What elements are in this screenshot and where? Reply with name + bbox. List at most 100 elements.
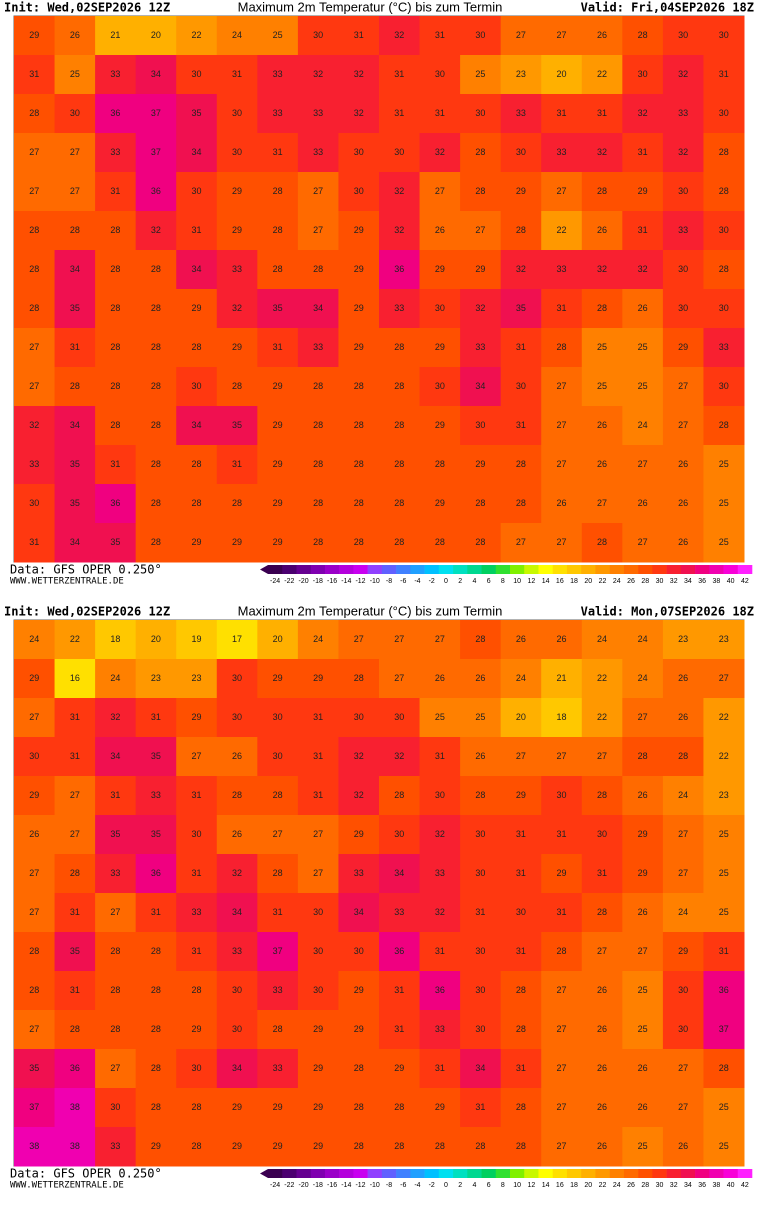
temperature-value: 33 — [313, 342, 323, 352]
temperature-value: 30 — [394, 829, 404, 839]
temperature-value: 26 — [678, 1141, 688, 1151]
temperature-value: 30 — [191, 829, 201, 839]
temperature-cell — [135, 328, 177, 368]
temperature-value: 30 — [354, 946, 364, 956]
temperature-value: 35 — [191, 108, 201, 118]
temperature-value: 36 — [719, 985, 729, 995]
temperature-cell — [500, 55, 542, 95]
temperature-value: 22 — [556, 225, 566, 235]
temperature-cell — [419, 211, 461, 251]
temperature-cell — [95, 16, 137, 56]
temperature-cell — [581, 16, 623, 56]
temperature-value: 30 — [435, 303, 445, 313]
temperature-value: 28 — [29, 108, 39, 118]
temperature-cell — [622, 620, 664, 660]
colorbar-label: 34 — [684, 578, 692, 585]
temperature-value: 33 — [273, 1063, 283, 1073]
temperature-cell — [338, 1088, 380, 1128]
temperature-cell — [662, 776, 704, 816]
colorbar-label: 38 — [713, 1182, 721, 1189]
temperature-cell — [257, 523, 299, 563]
temperature-cell — [54, 776, 96, 816]
temperature-value: 30 — [719, 303, 729, 313]
temperature-value: 36 — [394, 946, 404, 956]
colorbar-label: -20 — [299, 1182, 309, 1189]
temperature-value: 23 — [516, 69, 526, 79]
temperature-cell — [135, 1049, 177, 1089]
temperature-value: 22 — [597, 712, 607, 722]
temperature-value: 24 — [29, 634, 39, 644]
temperature-cell — [581, 445, 623, 485]
temperature-cell — [460, 484, 502, 524]
temperature-value: 20 — [556, 69, 566, 79]
temperature-value: 27 — [394, 673, 404, 683]
temperature-value: 28 — [638, 751, 648, 761]
temperature-value: 32 — [435, 829, 445, 839]
colorbar-label: -22 — [284, 578, 294, 585]
temperature-value: 28 — [313, 381, 323, 391]
colorbar-swatch — [495, 565, 511, 574]
temperature-cell — [419, 484, 461, 524]
temperature-value: 28 — [719, 264, 729, 274]
colorbar-label: -16 — [327, 578, 337, 585]
temperature-value: 28 — [354, 1102, 364, 1112]
colorbar-label: -8 — [386, 1182, 392, 1189]
temperature-cell — [95, 893, 137, 933]
colorbar-swatch — [581, 565, 596, 574]
temperature-value: 26 — [597, 1063, 607, 1073]
temperature-cell — [14, 406, 56, 446]
temperature-value: 30 — [435, 69, 445, 79]
colorbar-swatch — [595, 1169, 610, 1178]
temperature-value: 27 — [638, 537, 648, 547]
temperature-cell — [419, 854, 461, 894]
temperature-value: 27 — [678, 381, 688, 391]
colorbar-swatch — [666, 565, 682, 574]
temperature-value: 25 — [638, 381, 648, 391]
temperature-value: 25 — [638, 1024, 648, 1034]
temperature-value: 28 — [151, 342, 161, 352]
temperature-value: 31 — [313, 712, 323, 722]
temperature-cell — [419, 133, 461, 173]
temperature-value: 28 — [435, 459, 445, 469]
temperature-cell — [95, 94, 137, 134]
temperature-value: 26 — [597, 225, 607, 235]
temperature-cell — [541, 406, 583, 446]
temperature-value: 29 — [313, 1102, 323, 1112]
temperature-cell — [257, 659, 299, 699]
temperature-cell — [581, 893, 623, 933]
temperature-value: 30 — [475, 985, 485, 995]
colorbar-label: 30 — [656, 1182, 664, 1189]
temperature-value: 30 — [719, 30, 729, 40]
temperature-value: 28 — [354, 498, 364, 508]
temperature-cell — [541, 659, 583, 699]
temperature-cell — [176, 328, 218, 368]
temperature-value: 27 — [516, 30, 526, 40]
temperature-value: 30 — [475, 30, 485, 40]
temperature-cell — [541, 289, 583, 329]
temperature-cell — [95, 932, 137, 972]
temperature-value: 26 — [678, 712, 688, 722]
temperature-value: 35 — [151, 829, 161, 839]
temperature-value: 27 — [475, 225, 485, 235]
temperature-cell — [622, 854, 664, 894]
temperature-value: 30 — [516, 381, 526, 391]
temperature-cell — [176, 484, 218, 524]
temperature-value: 28 — [151, 985, 161, 995]
temperature-value: 27 — [70, 790, 80, 800]
temperature-cell — [135, 133, 177, 173]
temperature-cell — [419, 289, 461, 329]
temperature-value: 27 — [556, 1102, 566, 1112]
temperature-cell — [297, 854, 339, 894]
temperature-value: 38 — [70, 1102, 80, 1112]
map-title: Maximum 2m Temperatur (°C) bis zum Termi… — [238, 603, 503, 618]
temperature-cell — [581, 1010, 623, 1050]
temperature-cell — [379, 172, 421, 212]
temperature-cell — [257, 776, 299, 816]
temperature-cell — [500, 445, 542, 485]
temperature-cell — [622, 367, 664, 407]
temperature-value: 27 — [597, 498, 607, 508]
temperature-cell — [581, 854, 623, 894]
temperature-value: 30 — [191, 186, 201, 196]
temperature-cell — [419, 16, 461, 56]
temperature-cell — [460, 445, 502, 485]
